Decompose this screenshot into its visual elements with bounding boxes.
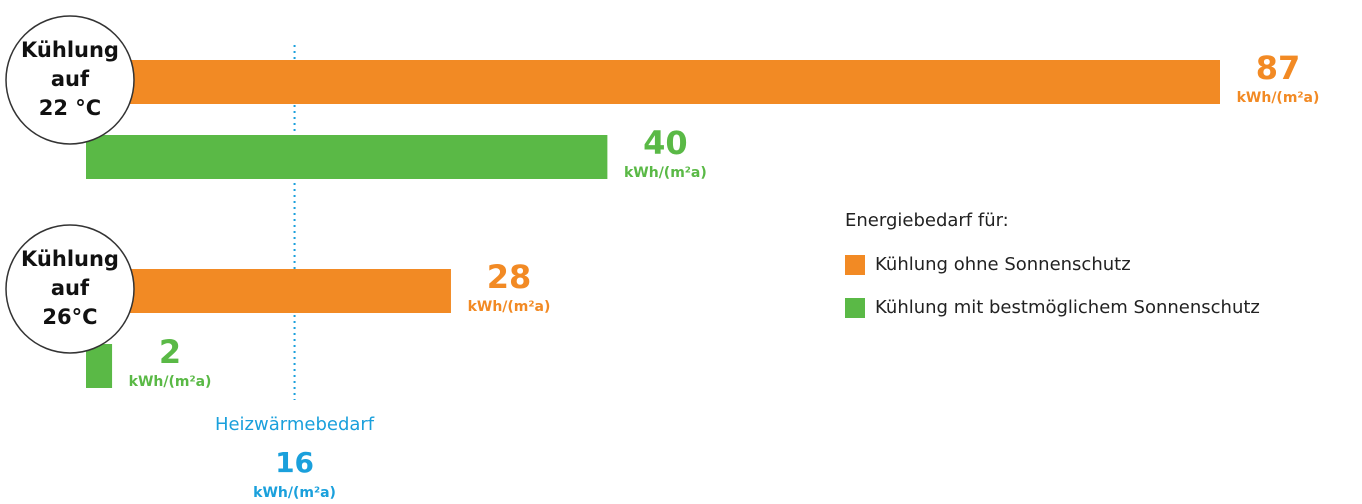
unit-label: kWh/(m²a) [129, 374, 212, 390]
value-label: 2 [159, 333, 181, 371]
legend-swatch [845, 298, 865, 318]
unit-label: kWh/(m²a) [624, 165, 707, 181]
legend-swatch [845, 255, 865, 275]
bar [86, 344, 113, 388]
bar [86, 135, 608, 179]
legend-title: Energiebedarf für: [845, 210, 1009, 231]
category-label: 26°C [42, 305, 97, 329]
reference-unit: kWh/(m²a) [253, 485, 336, 501]
bar [86, 60, 1220, 104]
category-circle [5, 15, 135, 145]
bar [86, 269, 451, 313]
unit-label: kWh/(m²a) [468, 299, 551, 315]
legend-label: Kühlung ohne Sonnenschutz [875, 254, 1131, 275]
category-label: 22 °C [39, 96, 101, 120]
category-label: Kühlung [21, 38, 119, 62]
value-label: 28 [487, 258, 532, 296]
category-label: auf [51, 67, 90, 91]
value-label: 87 [1256, 49, 1301, 87]
category-circle [5, 224, 135, 354]
value-label: 40 [643, 124, 688, 162]
reference-label: Heizwärmebedarf [215, 414, 375, 435]
category-label: Kühlung [21, 247, 119, 271]
category-label: auf [51, 276, 90, 300]
reference-value: 16 [275, 446, 314, 479]
legend-label: Kühlung mit bestmöglichem Sonnenschutz [875, 297, 1260, 318]
unit-label: kWh/(m²a) [1237, 90, 1320, 106]
